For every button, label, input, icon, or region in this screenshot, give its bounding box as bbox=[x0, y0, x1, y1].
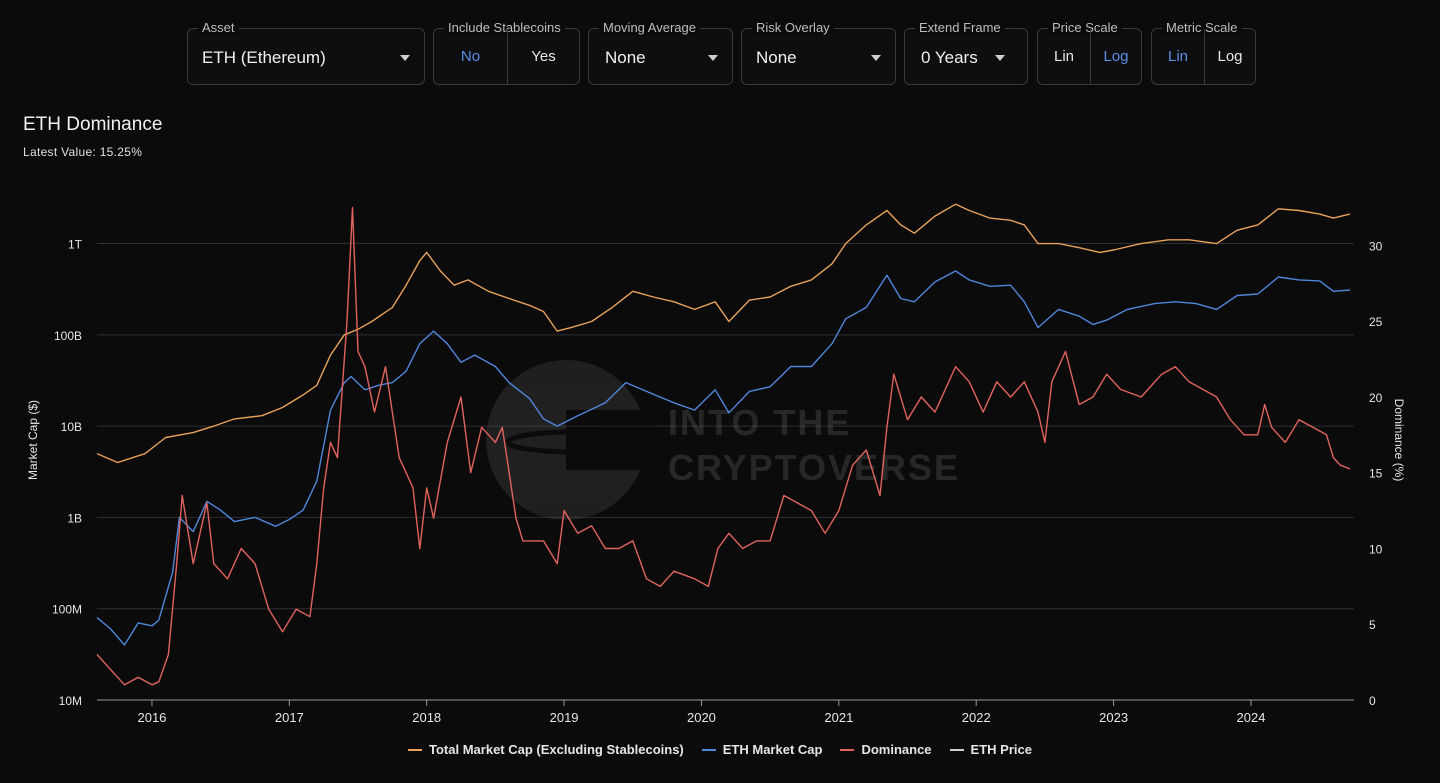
chevron-down-icon bbox=[871, 55, 881, 61]
x-tick-label: 2021 bbox=[824, 710, 853, 725]
extend-frame-label: Extend Frame bbox=[915, 21, 1005, 35]
chart-title: ETH Dominance bbox=[23, 114, 163, 135]
latest-value: Latest Value: 15.25% bbox=[23, 145, 143, 159]
x-tick-label: 2017 bbox=[275, 710, 304, 725]
y-left-tick-label: 10B bbox=[61, 420, 82, 434]
legend-label-dominance: Dominance bbox=[861, 742, 932, 757]
x-tick-label: 2022 bbox=[962, 710, 991, 725]
legend-label-eth-price: ETH Price bbox=[970, 742, 1032, 757]
legend-item-eth-price[interactable]: ETH Price bbox=[949, 742, 1032, 757]
price-scale-log-button[interactable]: Log bbox=[1090, 29, 1141, 84]
y-right-axis-title: Dominance (%) bbox=[1392, 399, 1406, 482]
moving-average-value: None bbox=[605, 48, 646, 67]
y-right-tick-label: 20 bbox=[1369, 391, 1383, 405]
y-right-tick-label: 25 bbox=[1369, 315, 1383, 329]
chevron-down-icon bbox=[995, 55, 1005, 61]
stablecoins-label: Include Stablecoins bbox=[444, 21, 565, 35]
x-tick-label: 2024 bbox=[1237, 710, 1266, 725]
legend-label-eth-market-cap: ETH Market Cap bbox=[722, 742, 823, 757]
metric-scale-label: Metric Scale bbox=[1162, 21, 1242, 35]
legend-swatch-eth-price bbox=[949, 748, 964, 751]
price-scale-toggle-group: Price Scale Lin Log bbox=[1037, 21, 1142, 85]
asset-value: ETH (Ethereum) bbox=[202, 48, 326, 67]
price-scale-label: Price Scale bbox=[1048, 21, 1122, 35]
asset-label: Asset bbox=[198, 21, 239, 35]
watermark-logo: INTO THE CRYPTOVERSE bbox=[486, 360, 960, 520]
metric-scale-log-button[interactable]: Log bbox=[1204, 29, 1255, 84]
risk-overlay-label: Risk Overlay bbox=[752, 21, 834, 35]
metric-scale-toggle-group: Metric Scale Lin Log bbox=[1151, 21, 1256, 85]
chevron-down-icon bbox=[708, 55, 718, 61]
y-right-tick-label: 10 bbox=[1369, 542, 1383, 556]
series-line-eth-market-cap bbox=[96, 270, 1350, 646]
y-left-tick-label: 100B bbox=[54, 329, 82, 343]
legend-label-total-market-cap: Total Market Cap (Excluding Stablecoins) bbox=[429, 742, 684, 757]
y-left-axis-title: Market Cap ($) bbox=[26, 400, 40, 480]
series-line-total-market-cap bbox=[96, 203, 1351, 464]
x-tick-label: 2020 bbox=[687, 710, 716, 725]
stablecoins-no-button[interactable]: No bbox=[460, 48, 481, 65]
chart-legend: Total Market Cap (Excluding Stablecoins)… bbox=[0, 742, 1440, 757]
price-scale-lin-button[interactable]: Lin bbox=[1053, 48, 1075, 65]
series-line-dominance bbox=[96, 206, 1351, 686]
asset-select[interactable]: Asset ETH (Ethereum) bbox=[187, 21, 425, 85]
extend-frame-select[interactable]: Extend Frame 0 Years bbox=[904, 21, 1028, 85]
legend-swatch-total-market-cap bbox=[408, 748, 423, 751]
x-tick-label: 2018 bbox=[412, 710, 441, 725]
legend-item-dominance[interactable]: Dominance bbox=[840, 742, 932, 757]
watermark-text-line2: CRYPTOVERSE bbox=[668, 447, 960, 488]
stablecoins-yes-button[interactable]: Yes bbox=[507, 29, 579, 84]
moving-average-label: Moving Average bbox=[599, 21, 700, 35]
y-left-tick-label: 1B bbox=[67, 511, 82, 525]
legend-item-total-market-cap[interactable]: Total Market Cap (Excluding Stablecoins) bbox=[408, 742, 684, 757]
legend-swatch-eth-market-cap bbox=[701, 748, 716, 751]
y-right-tick-label: 30 bbox=[1369, 239, 1383, 253]
x-tick-label: 2016 bbox=[137, 710, 166, 725]
y-left-tick-label: 1T bbox=[68, 238, 83, 252]
legend-swatch-dominance bbox=[840, 748, 855, 751]
x-tick-label: 2019 bbox=[550, 710, 579, 725]
y-right-tick-label: 0 bbox=[1369, 694, 1376, 708]
risk-overlay-value: None bbox=[756, 48, 797, 67]
chevron-down-icon bbox=[400, 55, 410, 61]
watermark-text-line1: INTO THE bbox=[668, 402, 851, 443]
x-tick-label: 2023 bbox=[1099, 710, 1128, 725]
y-right-tick-label: 15 bbox=[1369, 467, 1383, 481]
moving-average-select[interactable]: Moving Average None bbox=[588, 21, 733, 85]
legend-item-eth-market-cap[interactable]: ETH Market Cap bbox=[701, 742, 823, 757]
y-right-tick-label: 5 bbox=[1369, 618, 1376, 632]
metric-scale-lin-button[interactable]: Lin bbox=[1167, 48, 1189, 65]
extend-frame-value: 0 Years bbox=[921, 48, 978, 67]
risk-overlay-select[interactable]: Risk Overlay None bbox=[741, 21, 896, 85]
y-left-tick-label: 100M bbox=[52, 603, 82, 617]
y-left-tick-label: 10M bbox=[59, 694, 82, 708]
stablecoins-toggle-group: Include Stablecoins No Yes bbox=[433, 21, 580, 85]
